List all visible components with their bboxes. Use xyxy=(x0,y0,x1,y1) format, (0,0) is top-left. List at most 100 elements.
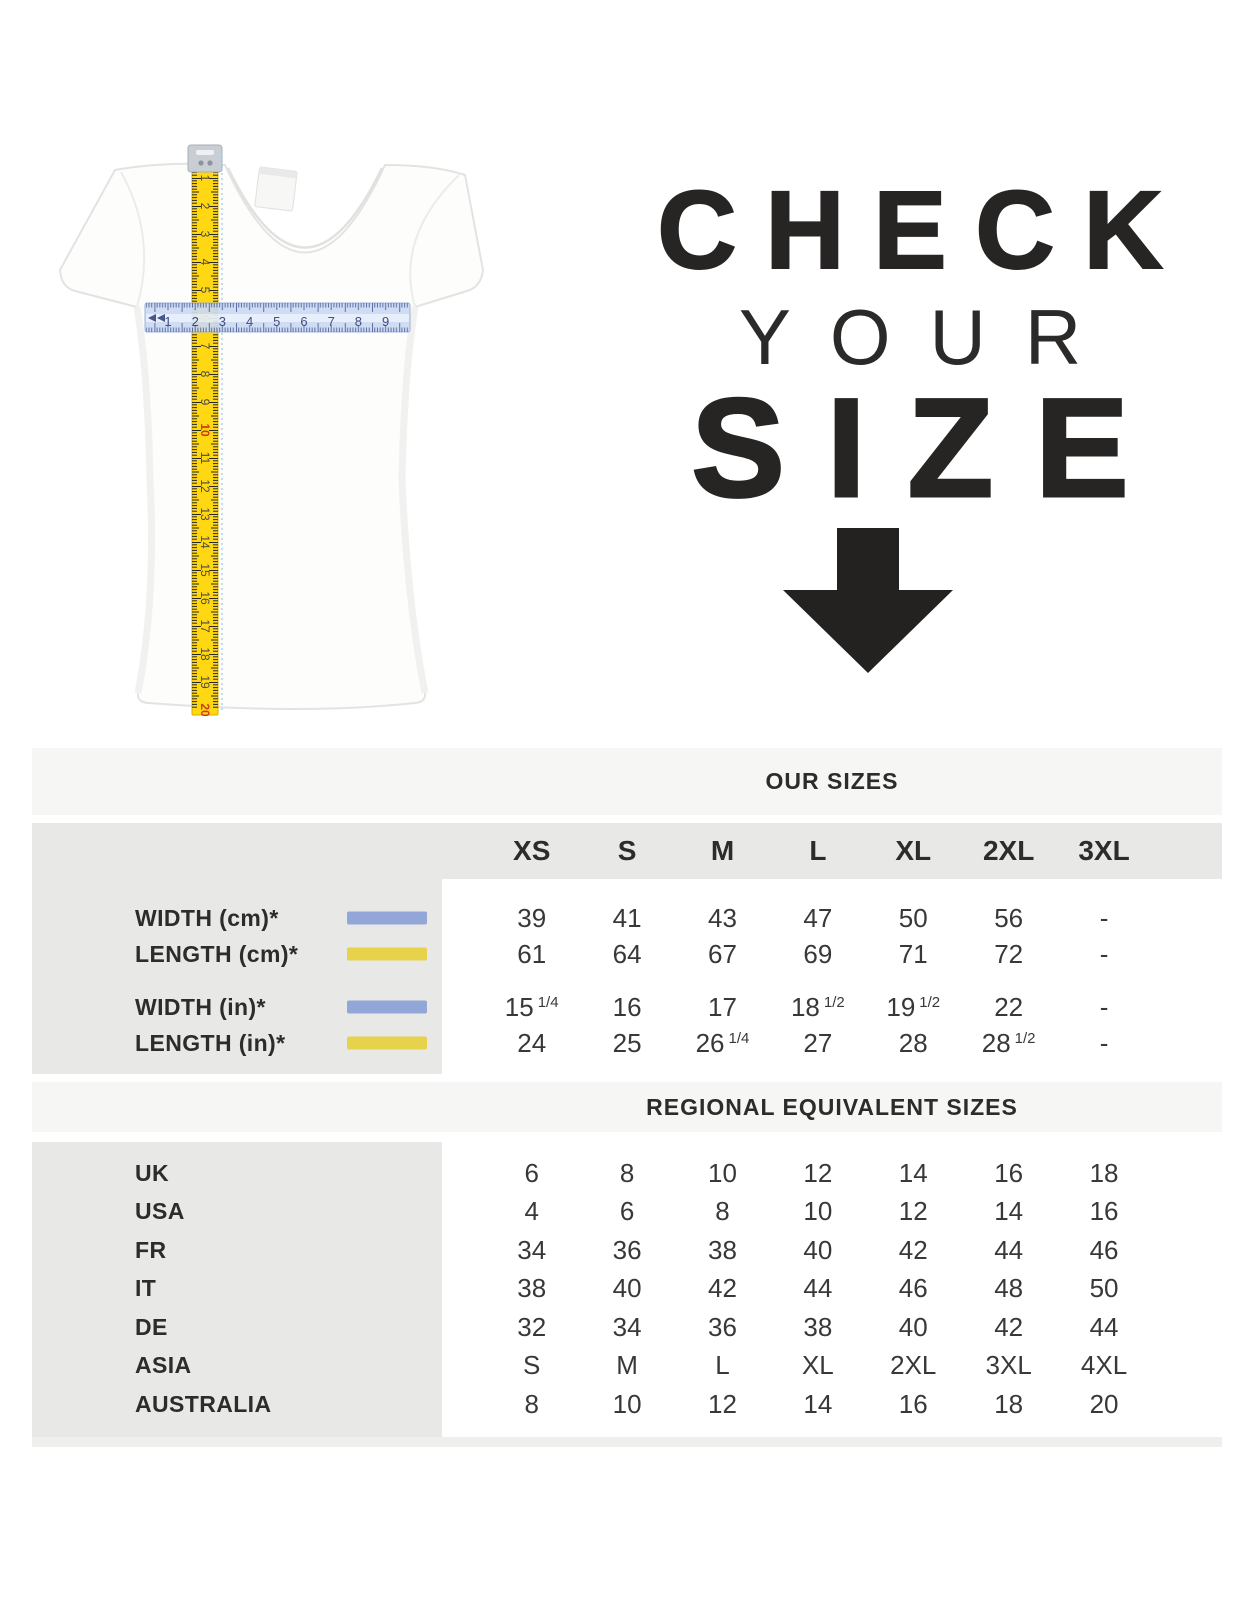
size-value-cell: 36 xyxy=(708,1311,737,1342)
size-chart-table: OUR SIZES XS S M L XL 2XL 3XL WIDTH (cm)… xyxy=(32,748,1222,1447)
tshirt-shape xyxy=(59,162,484,710)
fraction-superscript: 1/2 xyxy=(1014,1029,1036,1047)
regional-size-row: ASIA S M L XL 2XL 3XL 4XL xyxy=(32,1347,1222,1386)
size-value-cell: 20 xyxy=(1089,1388,1119,1419)
right-armhole-seam xyxy=(409,174,460,308)
tape-number: 10 xyxy=(198,423,212,437)
size-value-cell: 17 xyxy=(708,991,737,1022)
tape-number: 11 xyxy=(198,452,212,465)
size-value-cell: 44 xyxy=(994,1234,1024,1265)
tape-number: 15 xyxy=(198,563,212,577)
regional-size-row: USA 4 6 8 10 12 14 16 xyxy=(32,1193,1222,1232)
size-value-cell: 44 xyxy=(803,1273,833,1304)
size-value-cell: 18 xyxy=(994,1388,1024,1419)
regional-sizes-section: UK 6 8 10 12 14 16 18 USA 4 6 8 10 12 14 16 FR 34 36 38 40 42… xyxy=(32,1142,1222,1437)
tape-number: 5 xyxy=(273,314,280,329)
tape-number: 19 xyxy=(198,675,212,689)
size-value-cell: 38 xyxy=(517,1273,547,1304)
size-value-cell: 44 xyxy=(1089,1311,1119,1342)
yellow-line-swatch xyxy=(347,1036,427,1050)
size-value-cell: 72 xyxy=(994,938,1024,969)
regional-size-row: FR 34 36 38 40 42 44 46 xyxy=(32,1231,1222,1270)
size-value-cell: 8 xyxy=(715,1196,730,1227)
size-value-cell: 22 xyxy=(994,991,1024,1022)
size-value-cell: 38 xyxy=(803,1311,833,1342)
regional-size-row: DE 32 34 36 38 40 42 44 xyxy=(32,1308,1222,1347)
measurement-row: WIDTH (cm)* 39 41 43 47 50 56 - xyxy=(32,900,1222,936)
size-column-label-2xl: 2XL xyxy=(982,835,1035,866)
row-label-cell: WIDTH (cm)* xyxy=(32,900,484,936)
size-value-cell: 4XL xyxy=(1080,1350,1128,1381)
size-value-cell: 8 xyxy=(619,1157,635,1188)
regional-sizes-header: REGIONAL EQUIVALENT SIZES xyxy=(32,1082,1222,1132)
label-column-background xyxy=(32,1142,442,1437)
measurement-row-label: LENGTH (cm)* xyxy=(135,940,299,967)
row-label-cell: DE xyxy=(32,1308,484,1347)
size-value-cell: - xyxy=(1099,938,1109,969)
size-value-cell: 26 1/4 xyxy=(695,1027,750,1058)
size-value-cell: 42 xyxy=(898,1234,928,1265)
size-value-cell: 8 xyxy=(524,1388,539,1419)
fraction-superscript: 1/2 xyxy=(919,993,941,1011)
size-value-cell: 18 xyxy=(1089,1157,1119,1188)
tape-number: 13 xyxy=(198,507,212,521)
size-value-cell: 18 1/2 xyxy=(790,991,845,1022)
size-value-cell: 16 xyxy=(1089,1196,1119,1227)
size-value-cell: 36 xyxy=(612,1234,642,1265)
blue-line-swatch xyxy=(347,1000,427,1014)
size-value-cell: 56 xyxy=(994,902,1024,933)
size-column-label-3xl: 3XL xyxy=(1078,835,1130,866)
tape-number: 18 xyxy=(198,647,212,661)
size-value-cell: M xyxy=(616,1350,638,1381)
size-value-cell: 50 xyxy=(898,902,928,933)
size-value-cell: 40 xyxy=(898,1311,928,1342)
size-value-cell: 40 xyxy=(612,1273,642,1304)
size-value-cell: 2XL xyxy=(890,1350,937,1381)
tape-number: 9 xyxy=(198,399,212,406)
tape-number: 2 xyxy=(198,203,212,210)
row-label-cell: ASIA xyxy=(32,1347,484,1386)
size-value-cell: 48 xyxy=(994,1273,1024,1304)
size-value-cell: 6 xyxy=(524,1157,539,1188)
neck-tag xyxy=(254,166,298,212)
size-value-cell: 16 xyxy=(612,991,642,1022)
size-value-cell: 15 1/4 xyxy=(504,991,559,1022)
size-value-cell: 69 xyxy=(803,938,833,969)
blue-line-swatch xyxy=(347,911,427,925)
tape-number: 20 xyxy=(198,703,212,717)
size-value-cell: 46 xyxy=(1089,1234,1119,1265)
tape-number: 7 xyxy=(328,314,335,329)
size-value-cell: 67 xyxy=(708,938,737,969)
tape-number: 8 xyxy=(355,314,362,329)
size-value-cell: 38 xyxy=(708,1234,737,1265)
row-label-cell: FR xyxy=(32,1231,484,1270)
yellow-line-swatch xyxy=(347,947,427,961)
region-row-label: ASIA xyxy=(135,1352,192,1379)
size-value-cell: 10 xyxy=(612,1388,642,1419)
measurements-section: WIDTH (cm)* 39 41 43 47 50 56 - LENGTH (cm)* 61 64… xyxy=(32,879,1222,1074)
size-value-cell: 71 xyxy=(898,938,928,969)
size-value-cell: L xyxy=(715,1350,730,1381)
tape-number: 2 xyxy=(192,314,199,329)
size-value-cell: - xyxy=(1099,991,1109,1022)
size-value-cell: 14 xyxy=(994,1196,1024,1227)
size-value-cell: 27 xyxy=(803,1027,833,1058)
size-value-cell: 32 xyxy=(517,1311,547,1342)
size-value-cell: 16 xyxy=(994,1157,1024,1188)
fraction-superscript: 1/4 xyxy=(728,1029,750,1047)
tape-number: 5 xyxy=(198,287,212,294)
tape-number: 4 xyxy=(198,259,212,266)
size-value-cell: 25 xyxy=(612,1027,642,1058)
size-value-cell: 28 xyxy=(898,1027,928,1058)
size-value-cell: 46 xyxy=(898,1273,928,1304)
collar-seam xyxy=(226,167,384,249)
tape-number: 9 xyxy=(382,314,389,329)
size-value-cell: 16 xyxy=(898,1388,928,1419)
size-value-cell: XL xyxy=(801,1350,834,1381)
vertical-measuring-tape: 1234567891011121314151617181920 xyxy=(187,144,223,717)
tape-number: 6 xyxy=(300,314,307,329)
size-value-cell: 42 xyxy=(708,1273,737,1304)
size-value-cell: 12 xyxy=(898,1196,928,1227)
row-label-cell: USA xyxy=(32,1193,484,1232)
tape-number: 7 xyxy=(198,343,212,350)
